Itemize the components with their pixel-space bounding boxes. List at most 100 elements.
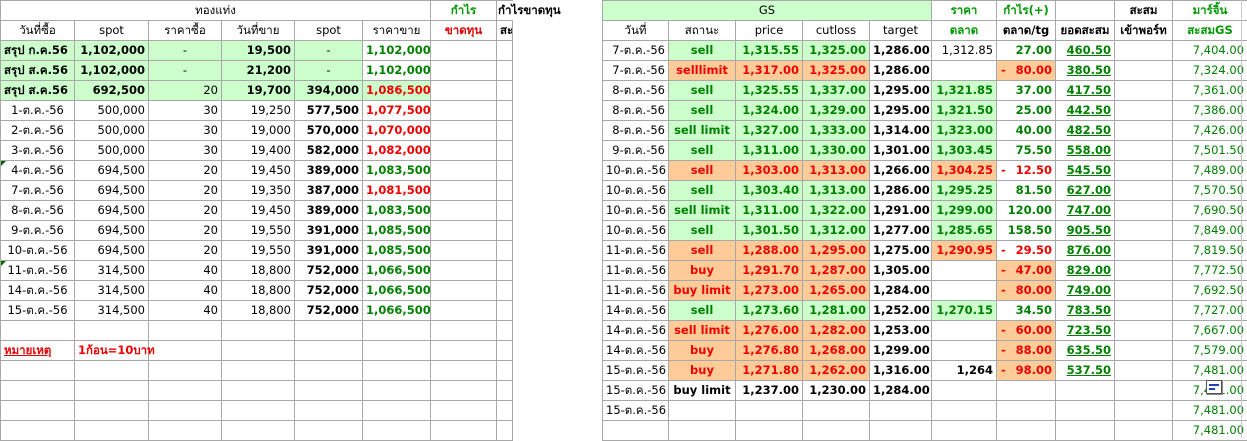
price-cell[interactable]: 1,276.00 [736, 321, 803, 341]
empty-cell[interactable] [363, 321, 431, 341]
status-cell[interactable]: sell [669, 221, 736, 241]
spot-sell-cell[interactable]: 752,000 [295, 301, 363, 321]
col-buy-date[interactable]: วันที่ซื้อ [1, 21, 75, 41]
margin-cell[interactable]: 7,849.00 [1173, 221, 1247, 241]
spot-buy-cell[interactable]: 694,500 [75, 161, 149, 181]
profit-cell[interactable] [431, 101, 497, 121]
sell-price-cell[interactable]: 1,102,000 [363, 41, 431, 61]
date-cell[interactable]: 15-ต.ค.-56 [603, 401, 669, 421]
target-cell[interactable]: 1,295.00 [870, 81, 932, 101]
price-cell[interactable]: 1,273.00 [736, 281, 803, 301]
empty-cell[interactable] [431, 401, 497, 421]
profit-cell[interactable]: 27.00 [997, 41, 1056, 61]
spot-buy-cell[interactable]: 500,000 [75, 101, 149, 121]
total-cell[interactable] [1056, 381, 1115, 401]
profit-cell[interactable] [431, 41, 497, 61]
target-cell[interactable]: 1,291.00 [870, 201, 932, 221]
cum-cell[interactable] [497, 181, 513, 201]
spot-sell-cell[interactable]: 752,000 [295, 281, 363, 301]
sell-date-cell[interactable]: 19,550 [222, 221, 295, 241]
spot-buy-cell[interactable]: 314,500 [75, 261, 149, 281]
empty-cell[interactable] [363, 381, 431, 401]
price-cell[interactable]: 1,276.80 [736, 341, 803, 361]
profit-cell[interactable]: 81.50 [997, 181, 1056, 201]
date-cell[interactable]: 15-ต.ค.-56 [603, 361, 669, 381]
market-cell[interactable] [932, 321, 997, 341]
cutloss-cell[interactable]: 1,287.00 [803, 261, 870, 281]
cutloss-cell[interactable]: 1,268.00 [803, 341, 870, 361]
blank-header[interactable] [1056, 1, 1115, 21]
empty-cell[interactable] [149, 381, 222, 401]
cutloss-cell[interactable]: 1,325.00 [803, 61, 870, 81]
price-cell[interactable]: 1,315.55 [736, 41, 803, 61]
cum-cell[interactable] [497, 141, 513, 161]
empty-cell[interactable] [149, 341, 222, 361]
cum-cell[interactable] [497, 261, 513, 281]
col-total[interactable]: ยอดสะสม [1056, 21, 1115, 41]
cutloss-cell[interactable]: 1,265.00 [803, 281, 870, 301]
empty-cell[interactable] [497, 341, 513, 361]
cutloss-cell[interactable]: 1,262.00 [803, 361, 870, 381]
target-cell[interactable]: 1,253.00 [870, 321, 932, 341]
spot-buy-cell[interactable]: 500,000 [75, 121, 149, 141]
acc-port-cell[interactable] [1115, 141, 1173, 161]
margin-cell[interactable]: 7,426.00 [1173, 121, 1247, 141]
profit-cell[interactable] [431, 181, 497, 201]
buy-date-cell[interactable]: 14-ต.ค.-56 [1, 281, 75, 301]
margin-cell[interactable]: 7,692.50 [1173, 281, 1247, 301]
buy-price-cell[interactable]: 20 [149, 241, 222, 261]
profit-cell[interactable] [431, 261, 497, 281]
buy-date-cell[interactable]: 9-ต.ค.-56 [1, 221, 75, 241]
sell-price-cell[interactable]: 1,066,500 [363, 261, 431, 281]
empty-cell[interactable] [149, 361, 222, 381]
sell-price-cell[interactable]: 1,085,500 [363, 221, 431, 241]
sell-price-cell[interactable]: 1,083,500 [363, 161, 431, 181]
profit-cell[interactable] [431, 201, 497, 221]
margin-cell[interactable]: 7,481.00 [1173, 361, 1247, 381]
empty-cell[interactable] [363, 341, 431, 361]
buy-price-cell[interactable]: - [149, 61, 222, 81]
col-status[interactable]: สถานะ [669, 21, 736, 41]
margin-cell[interactable]: 7,324.00 [1173, 61, 1247, 81]
acc-port-cell[interactable] [1115, 301, 1173, 321]
cum-cell[interactable] [497, 121, 513, 141]
status-cell[interactable]: sell limit [669, 321, 736, 341]
total-cell[interactable]: 627.00 [1056, 181, 1115, 201]
market-cell[interactable] [932, 381, 997, 401]
total-cell[interactable]: 749.00 [1056, 281, 1115, 301]
acc-port-cell[interactable] [1115, 341, 1173, 361]
sell-date-cell[interactable]: 19,550 [222, 241, 295, 261]
buy-price-cell[interactable]: 30 [149, 141, 222, 161]
profit-cell[interactable] [431, 221, 497, 241]
col-date[interactable]: วันที่ [603, 21, 669, 41]
note-label[interactable]: หมายเหตุ [1, 341, 75, 361]
cum-cell[interactable] [497, 281, 513, 301]
acc-port-cell[interactable] [1115, 401, 1173, 421]
acc-port-cell[interactable] [1115, 381, 1173, 401]
total-cell[interactable]: 747.00 [1056, 201, 1115, 221]
cutloss-cell[interactable] [803, 401, 870, 421]
spot-buy-cell[interactable]: 314,500 [75, 281, 149, 301]
empty-cell[interactable] [222, 381, 295, 401]
spot-buy-cell[interactable]: 500,000 [75, 141, 149, 161]
margin-cell[interactable]: 7,772.50 [1173, 261, 1247, 281]
buy-date-cell[interactable]: 4-ต.ค.-56 [1, 161, 75, 181]
status-cell[interactable]: sell limit [669, 121, 736, 141]
cutloss-cell[interactable]: 1,325.00 [803, 41, 870, 61]
acc-port-cell[interactable] [1115, 241, 1173, 261]
profit-plus-header[interactable]: กำไร(+) [997, 1, 1056, 21]
gold-bar-header[interactable]: ทองแท่ง [1, 1, 431, 21]
sell-date-cell[interactable]: 18,800 [222, 281, 295, 301]
date-cell[interactable]: 8-ต.ค.-56 [603, 81, 669, 101]
buy-price-cell[interactable]: 20 [149, 161, 222, 181]
col-spot-buy[interactable]: spot [75, 21, 149, 41]
target-cell[interactable]: 1,301.00 [870, 141, 932, 161]
empty-cell[interactable] [149, 401, 222, 421]
cum-header[interactable]: สะสม [497, 21, 513, 41]
buy-price-cell[interactable]: - [149, 41, 222, 61]
date-cell[interactable]: 10-ต.ค.-56 [603, 201, 669, 221]
price-cell[interactable]: 1,271.80 [736, 361, 803, 381]
empty-cell[interactable] [1, 361, 75, 381]
margin-cell[interactable]: 7,727.00 [1173, 301, 1247, 321]
profit-cell[interactable]: -47.00 [997, 261, 1056, 281]
